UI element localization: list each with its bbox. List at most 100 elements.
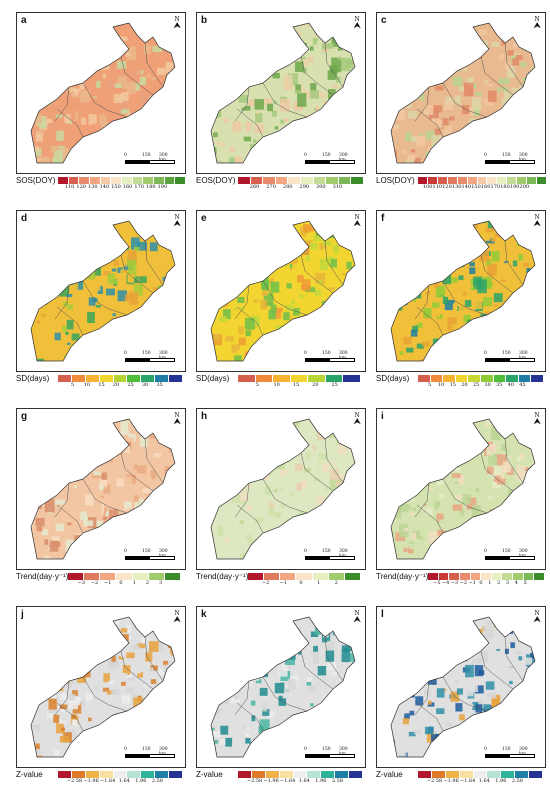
legend-tick-label: 20 <box>112 382 120 388</box>
legend-swatch <box>445 771 460 778</box>
legend-tick-label: 25 <box>472 382 480 388</box>
legend-tick-label: 1.64 <box>118 778 130 784</box>
color-legend: EOS(DOY) 260 270 280 290 300 310 <box>196 174 374 190</box>
color-legend: SD(days) 5 10 15 20 25 30 35 40 45 <box>376 372 550 388</box>
legend-tick-label: 2 <box>145 580 150 586</box>
legend-title: Trend(day·y⁻¹) <box>196 572 249 581</box>
color-legend: Z-value −2.58 −1.96 −1.64 1.64 1.96 2.58 <box>376 768 550 784</box>
legend-tick-label: 150 <box>111 184 121 190</box>
legend-swatch <box>467 177 478 184</box>
legend-tick-label: 35 <box>496 382 503 388</box>
legend-swatch <box>308 375 326 382</box>
legend-swatch <box>418 177 428 184</box>
region-map <box>30 616 176 758</box>
legend-tick-label: 5 <box>428 382 432 388</box>
region-map <box>390 418 536 560</box>
legend-swatch <box>515 771 529 778</box>
legend-swatch <box>480 375 494 382</box>
legend-swatch <box>280 573 297 580</box>
legend-tick-label: 0 <box>299 580 303 586</box>
legend-swatch <box>99 771 114 778</box>
legend-swatch <box>255 375 274 382</box>
legend-tick-label: 20 <box>461 382 468 388</box>
legend-swatch <box>326 177 339 184</box>
legend-tick-label: 15 <box>292 382 300 388</box>
legend-tick-label: 25 <box>127 382 134 388</box>
legend-tick-label: −2 <box>459 580 468 586</box>
color-legend: SOS(DOY) 110 120 130 140 150 160 170 180 190 <box>16 174 194 190</box>
panel-letter: j <box>21 609 24 620</box>
legend-swatch <box>534 573 545 580</box>
legend-tick-label: 35 <box>156 382 163 388</box>
legend-swatch <box>275 177 289 184</box>
legend-tick-label: −4 <box>441 580 450 586</box>
legend-swatch <box>313 177 327 184</box>
legend-swatch <box>430 375 444 382</box>
legend-tick-label: 2 <box>334 580 338 586</box>
legend-tick-label: 100 <box>422 184 433 190</box>
legend-swatch <box>487 177 498 184</box>
legend-tick-label: 15 <box>98 382 105 388</box>
region-map <box>390 22 536 164</box>
legend-swatch <box>343 375 361 382</box>
legend-swatch <box>349 771 363 778</box>
legend-tick-label: 0 <box>479 580 483 586</box>
legend-swatch <box>312 573 329 580</box>
legend-swatch <box>113 771 128 778</box>
panel-letter: g <box>21 411 28 422</box>
north-arrow-icon: N ⮝ <box>353 214 361 229</box>
north-arrow-icon: N ⮝ <box>173 16 181 31</box>
legend-swatch <box>529 771 543 778</box>
north-arrow-icon: N ⮝ <box>173 412 181 427</box>
legend-tick-label: 150 <box>471 184 481 190</box>
legend-swatches <box>238 771 363 778</box>
legend-swatch <box>288 177 301 184</box>
legend-swatch <box>238 177 251 184</box>
region-map <box>210 616 356 758</box>
legend-tick-label: −1.64 <box>460 778 476 784</box>
legend-tick-label: 290 <box>299 184 310 190</box>
legend-swatch <box>121 177 133 184</box>
legend-swatch <box>527 177 538 184</box>
region-map <box>30 22 176 164</box>
panel-letter: i <box>381 411 384 422</box>
legend-swatch <box>85 375 100 382</box>
region-map <box>390 616 536 758</box>
legend-title: Trend(day·y⁻¹) <box>376 572 429 581</box>
legend-swatch <box>265 771 280 778</box>
legend-swatch <box>518 375 532 382</box>
legend-ticks: 100 110 120 130 140 150 160 170 180 190 200 <box>418 184 534 190</box>
north-arrow-icon: N ⮝ <box>533 412 541 427</box>
legend-swatch <box>418 375 431 382</box>
region-map <box>30 418 176 560</box>
legend-swatch <box>238 771 252 778</box>
legend-tick-label: 160 <box>480 184 491 190</box>
legend-tick-label: 2 <box>497 580 501 586</box>
legend-swatch <box>273 375 291 382</box>
legend-swatch <box>100 177 112 184</box>
legend-tick-label: 190 <box>509 184 520 190</box>
legend-tick-label: 1 <box>317 580 321 586</box>
legend-swatch <box>85 771 100 778</box>
legend-tick-label: 3 <box>505 580 510 586</box>
legend-tick-label: 10 <box>83 382 91 388</box>
legend-tick-label: 180 <box>500 184 510 190</box>
legend-swatch <box>537 177 547 184</box>
legend-tick-label: −1.96 <box>263 778 279 784</box>
legend-swatch <box>238 375 256 382</box>
legend-tick-label: −2.58 <box>426 778 443 784</box>
legend-swatch <box>477 177 488 184</box>
legend-swatch <box>143 177 154 184</box>
legend-swatch <box>99 375 114 382</box>
